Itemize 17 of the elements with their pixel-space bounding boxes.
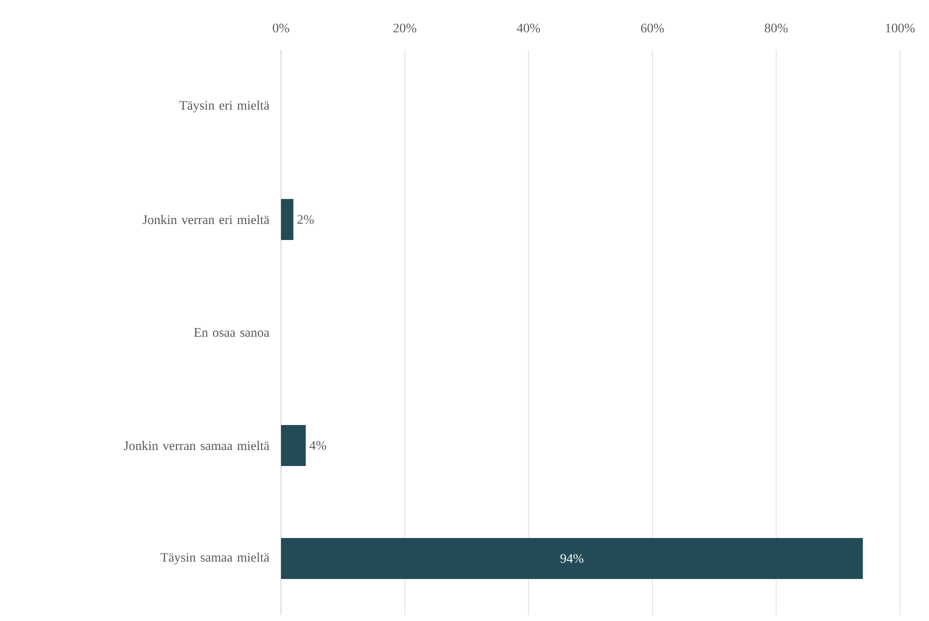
data-label: 4% [310, 441, 326, 450]
y-tick-label: Täysin eri mieltä [179, 100, 270, 112]
bar [281, 199, 294, 240]
x-tick-label: 80% [764, 24, 788, 32]
x-tick-label: 20% [393, 24, 416, 32]
y-tick-label: En osaa sanoa [194, 328, 270, 337]
x-tick-label: 100% [886, 24, 915, 32]
y-tick-label: Jonkin verran samaa mieltä [124, 440, 270, 450]
x-tick-label: 0% [272, 24, 290, 32]
data-label: 94% [560, 554, 584, 563]
bar [281, 538, 863, 579]
bar [281, 425, 306, 466]
y-tick-label: Täysin samaa mieltä [160, 552, 270, 564]
y-tick-label: Jonkin verran eri mieltä [142, 214, 270, 224]
data-label: 2% [297, 215, 314, 224]
x-tick-label: 60% [641, 24, 664, 32]
x-tick-label: 40% [516, 24, 540, 32]
